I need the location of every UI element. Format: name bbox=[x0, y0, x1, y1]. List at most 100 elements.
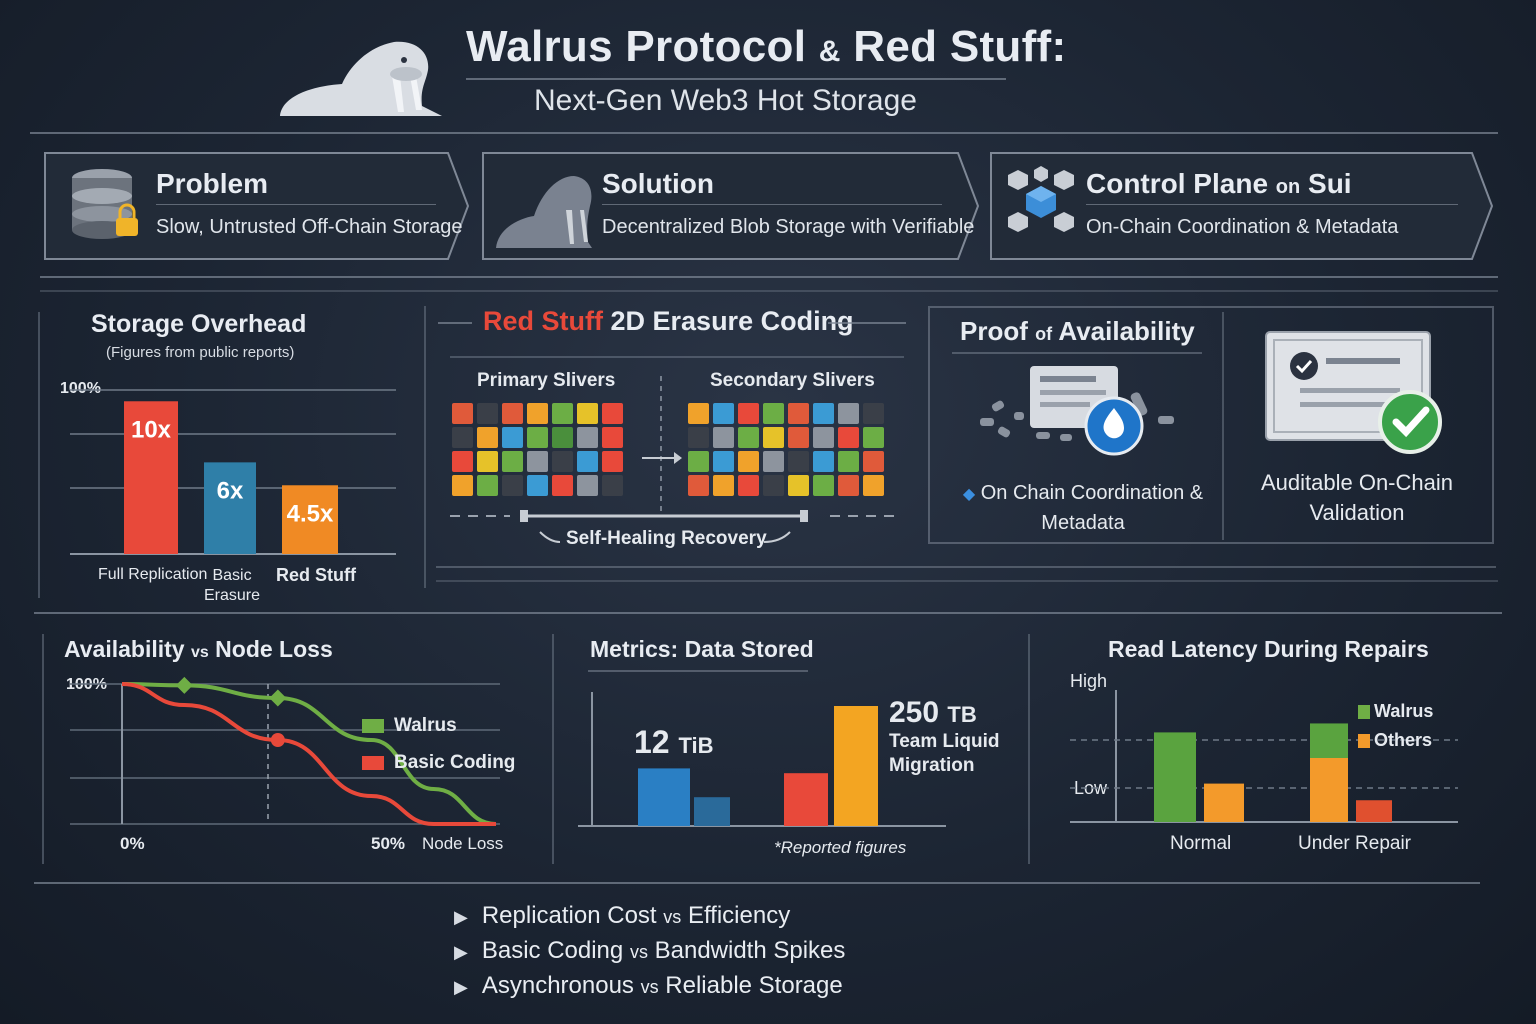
problem-subtitle: Slow, Untrusted Off-Chain Storage bbox=[156, 216, 462, 239]
sliver-cell bbox=[738, 451, 759, 472]
sliver-cell bbox=[838, 427, 859, 448]
sliver-cell bbox=[863, 427, 884, 448]
legend-walrus: Walrus bbox=[362, 715, 457, 737]
play-bullet-icon: ▶ bbox=[454, 977, 468, 997]
sliver-cell bbox=[602, 427, 623, 448]
sliver-cell bbox=[527, 403, 548, 424]
sliver-cell bbox=[813, 427, 834, 448]
sliver-cell bbox=[763, 427, 784, 448]
solution-title: Solution bbox=[602, 168, 714, 200]
sliver-cell bbox=[552, 451, 573, 472]
metrics-bar bbox=[784, 773, 828, 826]
control-plane-title: Control Plane on Sui bbox=[1086, 168, 1352, 200]
category-full-replication: Full Replication bbox=[98, 566, 207, 584]
sliver-cell bbox=[738, 475, 759, 496]
control-plane-card: Control Plane on Sui On-Chain Coordinati… bbox=[990, 152, 1494, 260]
control-plane-divider bbox=[1086, 204, 1458, 205]
metrics-footnote: *Reported figures bbox=[774, 838, 906, 858]
proof-title: Proof of Availability bbox=[960, 316, 1195, 347]
sliver-cell bbox=[577, 451, 598, 472]
legend-latency-walrus: Walrus bbox=[1358, 701, 1433, 722]
sliver-cell bbox=[713, 451, 734, 472]
sliver-cell bbox=[502, 403, 523, 424]
availability-x-label: Node Loss bbox=[422, 834, 503, 854]
sliver-cell bbox=[788, 475, 809, 496]
sliver-cell bbox=[738, 427, 759, 448]
sliver-cell bbox=[502, 427, 523, 448]
diamond-bullet-icon: ◆ bbox=[963, 486, 975, 503]
control-plane-subtitle: On-Chain Coordination & Metadata bbox=[1086, 216, 1398, 239]
sliver-cell bbox=[763, 403, 784, 424]
sliver-cell bbox=[713, 427, 734, 448]
sliver-cell bbox=[863, 475, 884, 496]
primary-slivers-grid bbox=[452, 403, 628, 497]
play-bullet-icon: ▶ bbox=[454, 942, 468, 962]
secondary-slivers-label: Secondary Slivers bbox=[710, 370, 875, 392]
metrics-small-label: 12 TiB bbox=[634, 724, 714, 761]
row2-divider bbox=[34, 612, 1502, 614]
metrics-title: Metrics: Data Stored bbox=[590, 636, 814, 663]
bullet-item: ▶ Replication Cost vs Efficiency bbox=[454, 902, 790, 930]
metrics-bar bbox=[638, 768, 690, 826]
legend-latency-others-swatch bbox=[1358, 734, 1370, 748]
banner-divider-2 bbox=[40, 290, 1498, 292]
metrics-underline bbox=[588, 670, 808, 672]
footer-divider bbox=[34, 882, 1480, 884]
solution-divider bbox=[602, 204, 942, 205]
walrus-logo-icon bbox=[272, 26, 448, 124]
sliver-cell bbox=[863, 451, 884, 472]
sliver-cell bbox=[477, 427, 498, 448]
solution-subtitle: Decentralized Blob Storage with Verifiab… bbox=[602, 216, 974, 239]
latency-bar-walrus bbox=[1154, 732, 1196, 822]
latency-bar-others bbox=[1310, 758, 1348, 822]
sliver-cell bbox=[863, 403, 884, 424]
walrus-icon bbox=[492, 162, 596, 252]
erasure-title-right-rule bbox=[828, 322, 906, 324]
sliver-cell bbox=[602, 475, 623, 496]
problem-divider bbox=[156, 204, 436, 205]
sliver-cell bbox=[502, 451, 523, 472]
page-subtitle: Next-Gen Web3 Hot Storage bbox=[534, 84, 917, 118]
legend-basic-coding-swatch bbox=[362, 756, 384, 770]
sliver-cell bbox=[552, 403, 573, 424]
sliver-cell bbox=[688, 475, 709, 496]
sliver-cell bbox=[688, 451, 709, 472]
series-point bbox=[269, 690, 286, 707]
metrics-bar bbox=[834, 706, 878, 826]
sliver-cell bbox=[577, 475, 598, 496]
latency-bar-walrus bbox=[1310, 723, 1348, 758]
sliver-cell bbox=[602, 403, 623, 424]
legend-walrus-swatch bbox=[362, 719, 384, 733]
sliver-cell bbox=[452, 475, 473, 496]
sliver-cell bbox=[477, 451, 498, 472]
erasure-bottom-rule-2 bbox=[436, 580, 1498, 582]
sui-document-icon bbox=[972, 362, 1182, 458]
erasure-bottom-rule bbox=[436, 566, 1496, 568]
sliver-cell bbox=[813, 451, 834, 472]
sliver-cell bbox=[813, 475, 834, 496]
sliver-cell bbox=[577, 427, 598, 448]
sliver-cell bbox=[838, 451, 859, 472]
bullet-item: ▶ Asynchronous vs Reliable Storage bbox=[454, 972, 843, 1000]
validation-caption: Auditable On-Chain Validation bbox=[1248, 468, 1466, 528]
sliver-arrow-icon bbox=[636, 376, 686, 516]
series-point bbox=[271, 733, 285, 747]
overhead-value-label: 10x bbox=[131, 416, 172, 443]
legend-basic-coding: Basic Coding bbox=[362, 752, 515, 774]
sliver-cell bbox=[813, 403, 834, 424]
sliver-cell bbox=[577, 403, 598, 424]
overhead-bar bbox=[204, 462, 256, 554]
sliver-cell bbox=[477, 475, 498, 496]
play-bullet-icon: ▶ bbox=[454, 907, 468, 927]
section-divider bbox=[424, 306, 426, 588]
sliver-cell bbox=[527, 451, 548, 472]
latency-cat-normal: Normal bbox=[1170, 833, 1231, 855]
problem-title: Problem bbox=[156, 168, 268, 200]
problem-card: Problem Slow, Untrusted Off-Chain Storag… bbox=[44, 152, 470, 260]
sliver-cell bbox=[452, 451, 473, 472]
banner-divider bbox=[40, 276, 1498, 278]
database-lock-icon bbox=[68, 166, 148, 246]
metrics-big-value: 250 TB bbox=[889, 696, 977, 730]
sliver-cell bbox=[713, 403, 734, 424]
self-healing-label: Self-Healing Recovery bbox=[566, 528, 767, 550]
